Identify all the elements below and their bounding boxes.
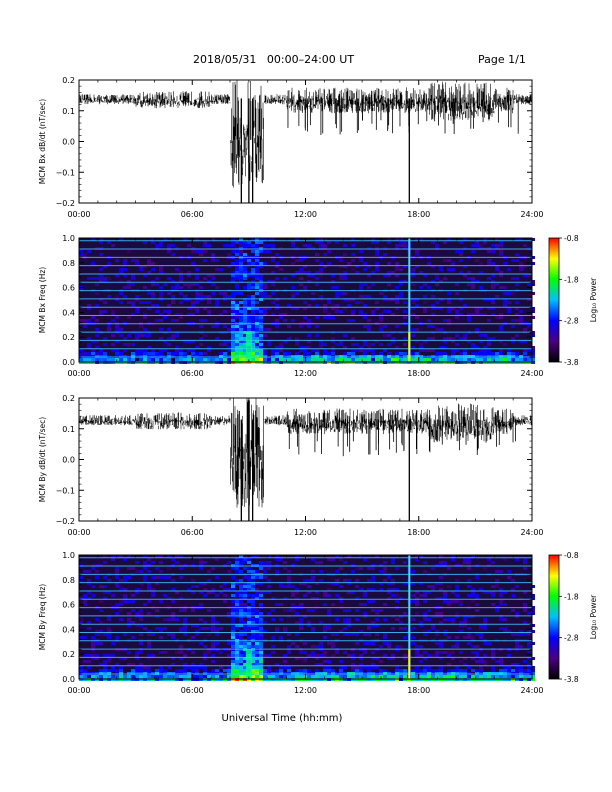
y-tick-label: −0.1	[56, 486, 75, 495]
colorbar	[548, 554, 560, 680]
y-tick-label: 0.4	[62, 308, 75, 317]
x-tick-label: 18:00	[407, 369, 430, 378]
spectrogram-1	[79, 238, 535, 364]
colorbar-tick-label: -0.8	[564, 551, 579, 560]
dbdt-trace	[79, 80, 532, 188]
x-tick-label: 06:00	[181, 210, 204, 219]
dbdt-trace	[79, 398, 532, 508]
y-axis-label: MCM Bx dB/dt (nT/sec)	[38, 99, 47, 184]
x-tick-label: 00:00	[67, 686, 90, 695]
colorbar-tick-label: -1.8	[564, 275, 579, 284]
x-tick-label: 06:00	[181, 369, 204, 378]
x-tick-label: 24:00	[520, 528, 543, 537]
x-tick-label: 00:00	[67, 528, 90, 537]
time-series-2	[79, 398, 532, 521]
y-axis-label: MCM By dB/dt (nT/sec)	[38, 417, 47, 502]
y-tick-label: 0.0	[62, 456, 75, 465]
x-tick-label: 12:00	[294, 369, 317, 378]
y-tick-label: −0.2	[56, 517, 75, 526]
x-tick-label: 24:00	[520, 369, 543, 378]
y-tick-label: 0.2	[62, 333, 75, 342]
colorbar-label: Log₁₀ Power	[589, 594, 598, 639]
page-title: 2018/05/31 00:00–24:00 UT	[193, 53, 355, 66]
y-tick-label: 0.2	[62, 76, 75, 85]
colorbar-tick-label: -2.8	[564, 317, 579, 326]
colorbar	[548, 237, 560, 363]
event-burst	[245, 332, 252, 362]
x-tick-label: 24:00	[520, 686, 543, 695]
y-tick-label: 0.8	[62, 576, 75, 585]
y-tick-label: 0.2	[62, 650, 75, 659]
y-axis-label: MCM Bx Freq (Hz)	[38, 267, 47, 333]
y-tick-label: 0.1	[62, 107, 75, 116]
x-tick-label: 18:00	[407, 528, 430, 537]
x-tick-label: 06:00	[181, 528, 204, 537]
colorbar-tick-label: -1.8	[564, 592, 579, 601]
page-number: Page 1/1	[478, 53, 526, 66]
y-tick-label: −0.2	[56, 199, 75, 208]
event-burst	[245, 649, 252, 679]
x-tick-label: 00:00	[67, 369, 90, 378]
colorbar-tick-label: -3.8	[564, 358, 579, 367]
x-tick-label: 12:00	[294, 210, 317, 219]
y-tick-label: 0.6	[62, 284, 75, 293]
x-tick-label: 18:00	[407, 210, 430, 219]
y-tick-label: 1.0	[62, 234, 75, 243]
y-tick-label: 1.0	[62, 551, 75, 560]
y-tick-label: 0.8	[62, 259, 75, 268]
y-tick-label: −0.1	[56, 168, 75, 177]
y-tick-label: 0.0	[62, 358, 75, 367]
colorbar-label: Log₁₀ Power	[589, 277, 598, 322]
x-tick-label: 12:00	[294, 686, 317, 695]
y-tick-label: 0.2	[62, 394, 75, 403]
y-axis-label: MCM By Freq (Hz)	[38, 584, 47, 650]
colorbar-tick-label: -0.8	[564, 234, 579, 243]
y-tick-label: 0.6	[62, 601, 75, 610]
y-tick-label: 0.0	[62, 675, 75, 684]
x-tick-label: 12:00	[294, 528, 317, 537]
y-tick-label: 0.0	[62, 138, 75, 147]
colorbar-tick-label: -2.8	[564, 634, 579, 643]
x-tick-label: 24:00	[520, 210, 543, 219]
colorbar-tick-label: -3.8	[564, 675, 579, 684]
time-series-0	[79, 80, 532, 203]
x-tick-label: 06:00	[181, 686, 204, 695]
x-tick-label: 00:00	[67, 210, 90, 219]
x-tick-label: 18:00	[407, 686, 430, 695]
y-tick-label: 0.4	[62, 625, 75, 634]
y-tick-label: 0.1	[62, 425, 75, 434]
x-axis-title: Universal Time (hh:mm)	[222, 713, 343, 724]
spectrogram-3	[79, 555, 535, 681]
